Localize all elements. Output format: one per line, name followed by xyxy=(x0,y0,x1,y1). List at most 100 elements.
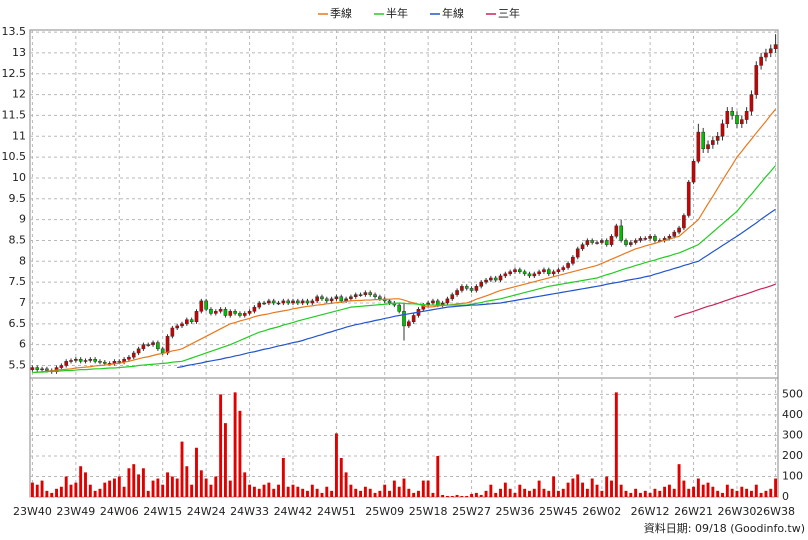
volume-bar xyxy=(103,482,107,497)
candle-body xyxy=(518,269,522,272)
volume-bar xyxy=(600,490,604,497)
candle-body xyxy=(238,313,242,316)
volume-bar xyxy=(267,482,271,497)
candle-body xyxy=(247,311,252,314)
volume-bar xyxy=(682,480,686,497)
volume-bar xyxy=(310,484,314,497)
volume-bar xyxy=(455,494,459,497)
volume-bar xyxy=(272,488,276,497)
candle-body xyxy=(628,242,633,245)
volume-bar xyxy=(614,392,618,497)
volume-bar xyxy=(64,476,68,497)
y-tick-label: 6 xyxy=(19,338,26,351)
volume-bar xyxy=(339,458,343,497)
volume-bar xyxy=(175,478,179,497)
y-tick-label: 12 xyxy=(12,88,26,101)
volume-bar xyxy=(185,466,189,497)
volume-bar xyxy=(156,478,160,497)
y-tick-label: 6.5 xyxy=(9,317,27,330)
volume-bar xyxy=(667,484,671,497)
volume-bar xyxy=(730,488,734,497)
candle-body xyxy=(300,300,305,304)
volume-bar xyxy=(190,484,194,497)
volume-bar xyxy=(262,484,266,497)
candle-body xyxy=(768,48,773,54)
candle-body xyxy=(334,296,339,300)
volume-bar xyxy=(214,476,218,497)
volume-bar xyxy=(648,492,652,497)
candle-body xyxy=(127,356,131,360)
volume-bar xyxy=(687,488,691,497)
candle-body xyxy=(624,240,628,245)
candle-body xyxy=(74,358,78,361)
y-tick-label: 11 xyxy=(12,129,26,142)
y-tick-label: 13.5 xyxy=(2,25,27,38)
volume-bar xyxy=(359,490,363,497)
volume-bar xyxy=(373,492,377,497)
y-tick-label: 11.5 xyxy=(2,108,27,121)
volume-bar xyxy=(93,490,97,497)
volume-bar xyxy=(35,484,39,497)
volume-bar xyxy=(248,484,252,497)
volume-bar xyxy=(127,468,131,497)
volume-bar xyxy=(161,484,165,497)
volume-bar xyxy=(658,490,662,497)
candle-body xyxy=(387,300,392,304)
candle-body xyxy=(69,360,73,362)
volume-bar xyxy=(79,466,83,497)
volume-bar xyxy=(431,492,435,497)
volume-bar xyxy=(55,488,58,497)
volume-bar xyxy=(84,472,87,497)
legend-label: 年線 xyxy=(442,6,464,20)
volume-bar xyxy=(643,490,647,497)
volume-bar xyxy=(571,478,575,497)
candle-body xyxy=(373,294,377,297)
volume-bar xyxy=(547,490,551,497)
candle-body xyxy=(614,225,619,237)
volume-bar xyxy=(489,484,493,497)
volume-bar xyxy=(624,490,628,497)
volume-bar xyxy=(759,492,763,497)
candle-body xyxy=(619,225,623,241)
candle-body xyxy=(546,269,551,275)
volume-bar xyxy=(98,488,102,497)
candle-body xyxy=(209,308,213,314)
volume-bar xyxy=(45,490,49,497)
candle-body xyxy=(136,348,141,354)
volume-bar xyxy=(286,486,290,497)
volume-bar xyxy=(74,482,78,497)
candle-body xyxy=(363,292,368,295)
x-tick-label: 25W36 xyxy=(496,505,535,518)
x-tick-label: 24W42 xyxy=(274,505,313,518)
candle-body xyxy=(653,236,657,241)
candle-body xyxy=(320,296,324,300)
candle-body xyxy=(464,286,469,289)
volume-bar xyxy=(69,484,73,497)
volume-bar xyxy=(735,490,739,497)
candle-body xyxy=(310,300,315,304)
ma-line xyxy=(32,165,777,374)
candle-body xyxy=(754,65,759,95)
y-tick-label: 5.5 xyxy=(9,358,27,371)
volume-bar xyxy=(277,484,280,497)
volume-bar xyxy=(137,474,141,497)
volume-bar xyxy=(692,486,695,497)
x-tick-label: 26W02 xyxy=(582,505,621,518)
candle-body xyxy=(252,306,257,312)
candle-body xyxy=(59,365,64,368)
volume-bar xyxy=(450,495,454,497)
candle-body xyxy=(566,263,570,268)
candle-body xyxy=(233,311,237,314)
candle-body xyxy=(199,300,204,312)
volume-bar xyxy=(508,488,512,497)
y2-tick-label: 200 xyxy=(782,449,803,462)
volume-bar xyxy=(590,478,594,497)
candle-body xyxy=(45,368,49,371)
candle-body xyxy=(88,358,93,361)
candle-body xyxy=(739,119,744,125)
candle-body xyxy=(600,240,604,243)
volume-bar xyxy=(223,423,227,497)
volume-bar xyxy=(725,484,729,497)
volume-bar xyxy=(769,488,773,497)
volume-bar xyxy=(334,433,338,497)
